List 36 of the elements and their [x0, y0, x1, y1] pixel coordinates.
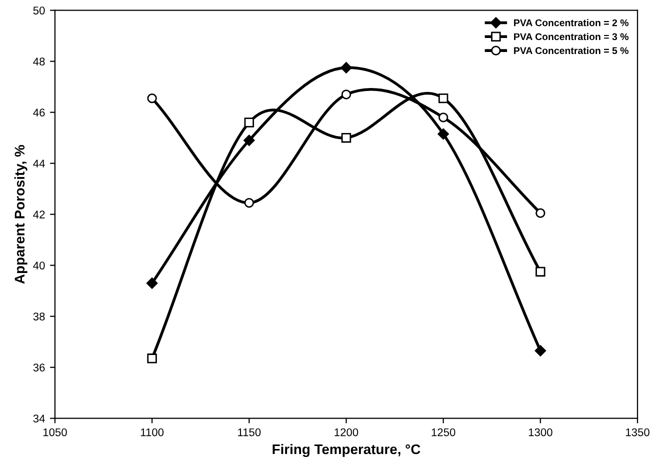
point	[534, 345, 546, 356]
x-axis-title: Firing Temperature, °C	[272, 444, 420, 457]
legend-label: PVA Concentration = 3 %	[514, 32, 629, 40]
x-tick-label: 1350	[626, 428, 650, 436]
x-tick-label: 1200	[334, 428, 358, 436]
y-axis-title: Apparent Porosity, %	[14, 144, 28, 284]
point	[340, 62, 352, 74]
point	[147, 354, 157, 364]
point	[244, 198, 254, 208]
point	[244, 134, 255, 146]
y-tick-label: 46	[33, 108, 45, 116]
y-tick-label: 38	[33, 312, 45, 320]
point	[438, 93, 448, 104]
point	[244, 118, 254, 128]
x-tick-label: 1050	[43, 428, 67, 436]
x-tick-label: 1150	[238, 428, 261, 436]
y-tick-label: 44	[33, 160, 45, 168]
x-tick-label: 1100	[140, 428, 164, 436]
legend-label: PVA Concentration = 2 %	[514, 19, 629, 26]
point	[146, 278, 158, 289]
point	[536, 208, 546, 218]
y-tick-label: 48	[33, 58, 45, 66]
y-tick-label: 34	[33, 414, 45, 422]
x-tick-label: 1300	[528, 428, 552, 436]
y-tick-label: 36	[33, 364, 45, 372]
point	[536, 266, 546, 277]
point	[341, 90, 352, 100]
point	[147, 93, 157, 104]
point	[438, 128, 449, 140]
x-tick-label: 1250	[432, 428, 456, 436]
point	[438, 112, 448, 122]
y-tick-label: 50	[33, 6, 45, 14]
y-tick-label: 42	[33, 210, 45, 218]
legend-label: PVA Concentration = 5 %	[514, 46, 629, 54]
y-tick-label: 40	[33, 262, 45, 270]
point	[341, 132, 352, 143]
